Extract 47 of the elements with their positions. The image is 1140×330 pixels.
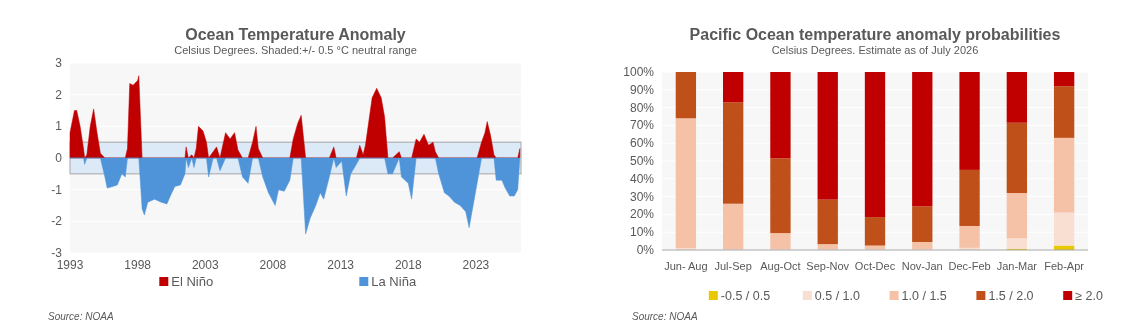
legend-label: La Niña (371, 274, 417, 289)
x-tick-label: Sep-Nov (806, 260, 850, 272)
x-tick-label: 2013 (327, 258, 355, 272)
x-tick-label: Jun- Aug (664, 260, 708, 272)
y-tick-label: 60% (629, 136, 655, 151)
x-tick-label: Jul-Sep (714, 260, 752, 272)
x-tick-label: Oct-Dec (854, 260, 896, 272)
y-tick-label: -2 (51, 214, 63, 229)
y-tick-label: -1 (51, 182, 63, 197)
x-tick-label: 1998 (124, 258, 152, 272)
chart-subtitle: Celsius Degrees. Estimate as of July 2026 (771, 44, 979, 56)
legend-label: El Niño (171, 274, 214, 289)
x-tick-label: Aug-Oct (760, 260, 801, 272)
x-tick-label: 2018 (394, 258, 422, 272)
x-tick-label: Jan-Mar (996, 260, 1038, 272)
x-tick-label: 1993 (56, 258, 84, 272)
y-tick-label: 2 (55, 87, 63, 102)
legend-label: 1.0 / 1.5 (901, 289, 947, 303)
y-tick-label: 70% (629, 118, 655, 133)
x-tick-label: Dec-Feb (948, 260, 991, 272)
x-tick-label: 2008 (259, 258, 287, 272)
y-tick-label: 90% (629, 82, 655, 97)
y-tick-label: 80% (629, 100, 655, 115)
x-tick-label: Nov-Jan (901, 260, 943, 272)
x-tick-label: 2003 (191, 258, 219, 272)
y-tick-label: 3 (55, 56, 63, 70)
legend-label: -0.5 / 0.5 (720, 289, 771, 303)
y-tick-label: 100% (623, 65, 655, 79)
y-tick-label: 20% (629, 207, 655, 222)
x-tick-label: Feb-Apr (1044, 260, 1085, 272)
y-tick-label: 10% (629, 225, 655, 240)
source-note: Source: NOAA (48, 311, 114, 322)
y-tick-label: 30% (629, 189, 655, 204)
y-tick-label: 40% (629, 171, 655, 186)
y-tick-label: 0% (636, 243, 655, 257)
legend-label: 0.5 / 1.0 (814, 289, 861, 303)
legend-label: 1.5 / 2.0 (988, 289, 1034, 303)
y-tick-label: 50% (629, 154, 655, 168)
y-tick-label: 1 (55, 119, 63, 134)
x-tick-label: 2023 (462, 258, 490, 272)
source-note: Source: NOAA (632, 311, 698, 322)
legend-label: ≥ 2.0 (1075, 289, 1103, 303)
chart-title: Ocean Temperature Anomaly (185, 26, 406, 43)
y-tick-label: -3 (51, 246, 63, 260)
chart-title: Pacific Ocean temperature anomaly probabilities (689, 26, 1061, 43)
chart-subtitle: Celsius Degrees. Shaded:+/- 0.5 °C neutral range (174, 44, 417, 56)
y-tick-label: 0 (55, 151, 63, 165)
